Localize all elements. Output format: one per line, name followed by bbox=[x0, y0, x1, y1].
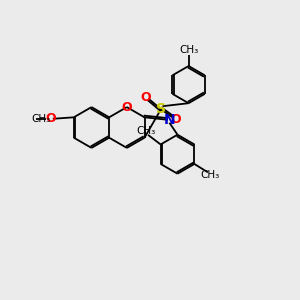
Text: CH₃: CH₃ bbox=[179, 45, 198, 56]
Text: O: O bbox=[122, 100, 132, 114]
Text: CH₃: CH₃ bbox=[201, 170, 220, 180]
Text: S: S bbox=[156, 102, 166, 116]
Text: O: O bbox=[140, 91, 151, 104]
Text: CH₃: CH₃ bbox=[32, 114, 51, 124]
Text: CH₃: CH₃ bbox=[136, 126, 155, 136]
Text: O: O bbox=[45, 112, 56, 125]
Text: O: O bbox=[170, 112, 181, 126]
Text: N: N bbox=[164, 113, 176, 127]
